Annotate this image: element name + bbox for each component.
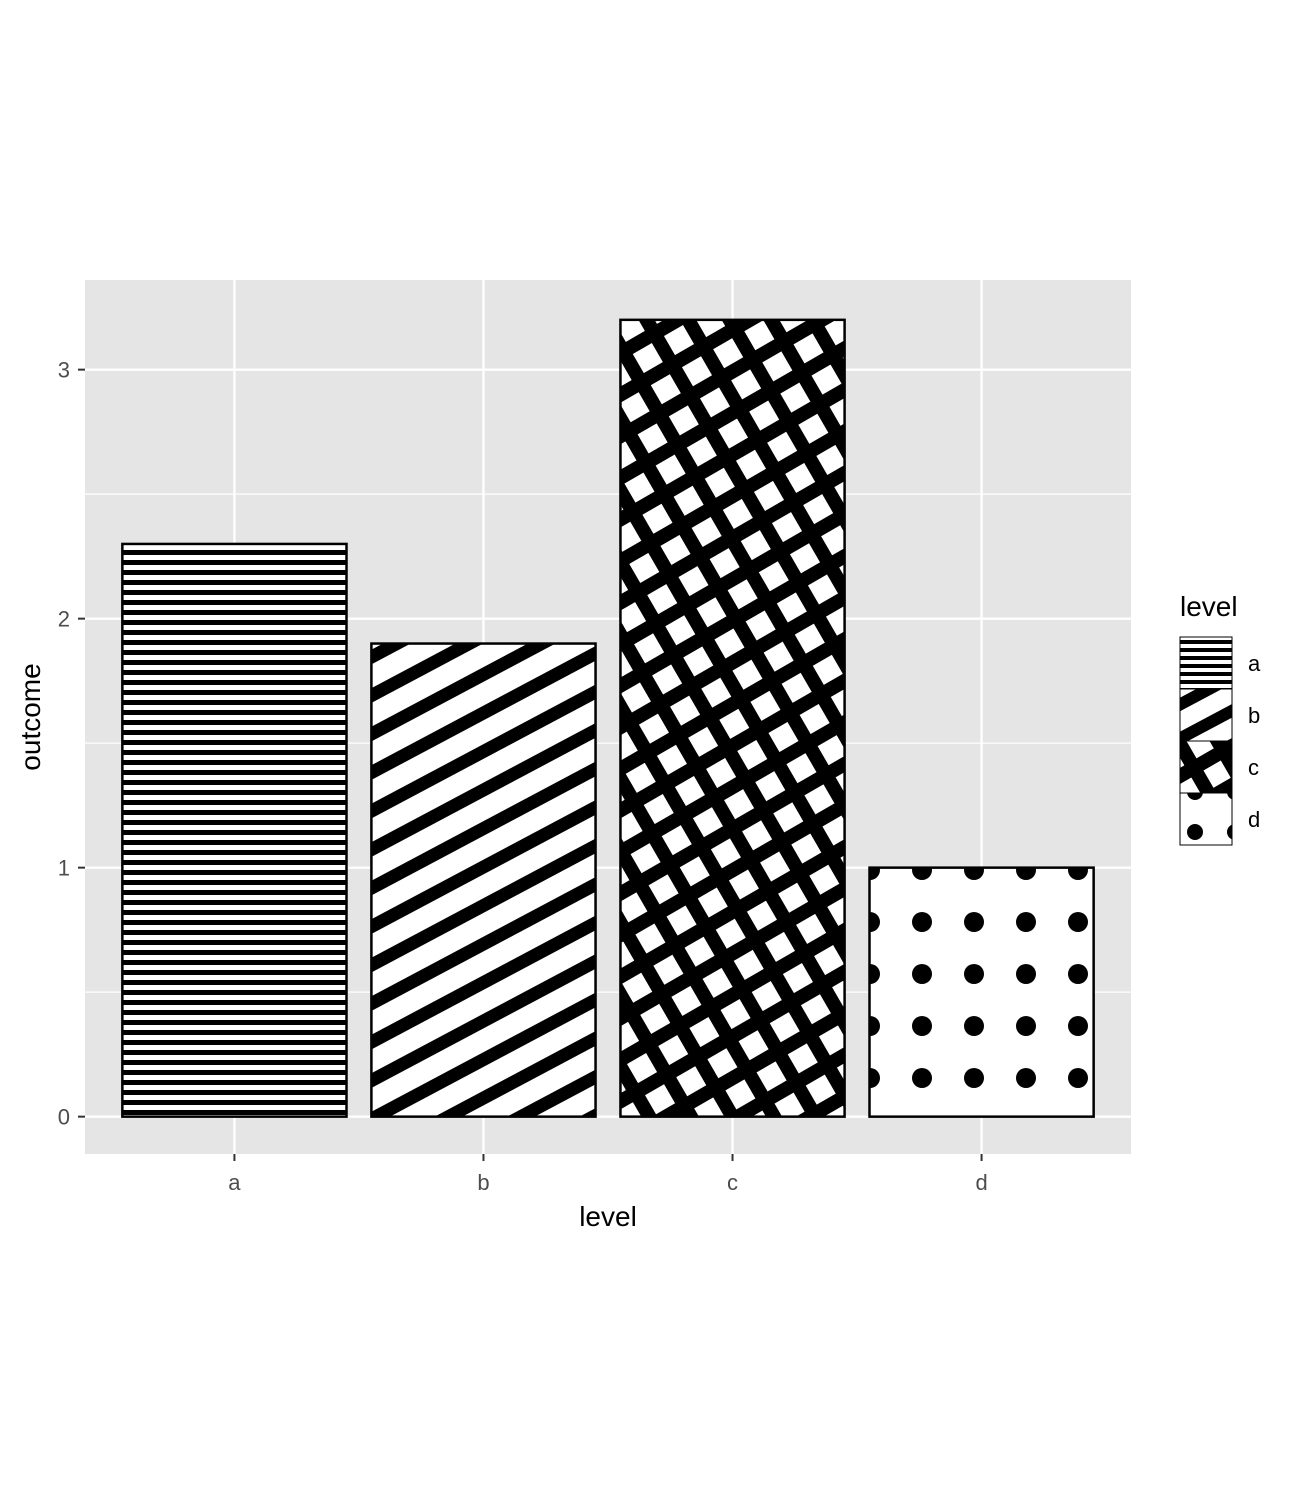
bars (121, 318, 1095, 1118)
legend-key-a (1179, 636, 1233, 690)
legend: level a b c d (1179, 591, 1261, 846)
legend-label-a: a (1248, 651, 1261, 676)
legend-label-d: d (1248, 807, 1260, 832)
bar-b (370, 642, 597, 1118)
y-tick-label: 3 (58, 358, 70, 383)
y-tick-label: 2 (58, 607, 70, 632)
x-tick-label: d (975, 1170, 987, 1195)
y-tick-label: 0 (58, 1105, 70, 1130)
axes: 0 1 2 3 a b c d (58, 358, 988, 1195)
x-axis-title: level (579, 1201, 637, 1232)
x-tick-label: a (228, 1170, 241, 1195)
y-axis-title: outcome (15, 663, 46, 770)
x-tick-label: c (727, 1170, 738, 1195)
legend-label-b: b (1248, 703, 1260, 728)
bar-d (868, 866, 1095, 1118)
legend-title: level (1180, 591, 1238, 622)
bar-a (121, 542, 348, 1118)
y-tick-label: 1 (58, 856, 70, 881)
bar-c (619, 318, 846, 1118)
legend-key-b (1179, 688, 1233, 742)
x-tick-label: b (477, 1170, 489, 1195)
legend-key-d (1179, 792, 1233, 846)
legend-key-c (1179, 740, 1233, 794)
legend-label-c: c (1248, 755, 1259, 780)
